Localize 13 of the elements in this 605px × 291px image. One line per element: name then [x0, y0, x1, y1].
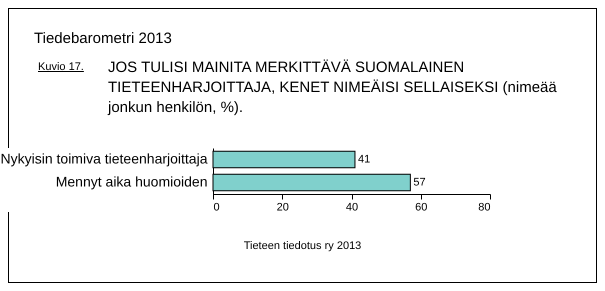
x-tick-label: 40 — [346, 202, 358, 214]
x-tick-label: 80 — [478, 202, 490, 214]
data-label: 57 — [413, 176, 426, 188]
x-tick-label: 60 — [415, 202, 428, 214]
text: Kuvio 17. — [38, 61, 84, 73]
y-tick-label: Nykyisin toimiva tieteenharjoittaja — [0, 150, 208, 166]
data-label: 41 — [358, 154, 370, 166]
chart-title: Tiedebarometri 2013 — [34, 30, 172, 47]
chart-subtitle: JOS TULISI MAINITA MERKITTÄVÄ SUOMALAINEN TIETEENHARJOITTAJA, KENET NIMEÄISI SELLAISEKSI (nimeää jonkun henkilön, %). — [108, 58, 558, 118]
x-tick-label: 0 — [214, 202, 220, 214]
y-tick-label: Mennyt aika huomioiden — [56, 174, 208, 190]
text: Tieteen tiedotus ry 2013 — [242, 240, 362, 252]
x-tick-label: 20 — [276, 202, 289, 214]
